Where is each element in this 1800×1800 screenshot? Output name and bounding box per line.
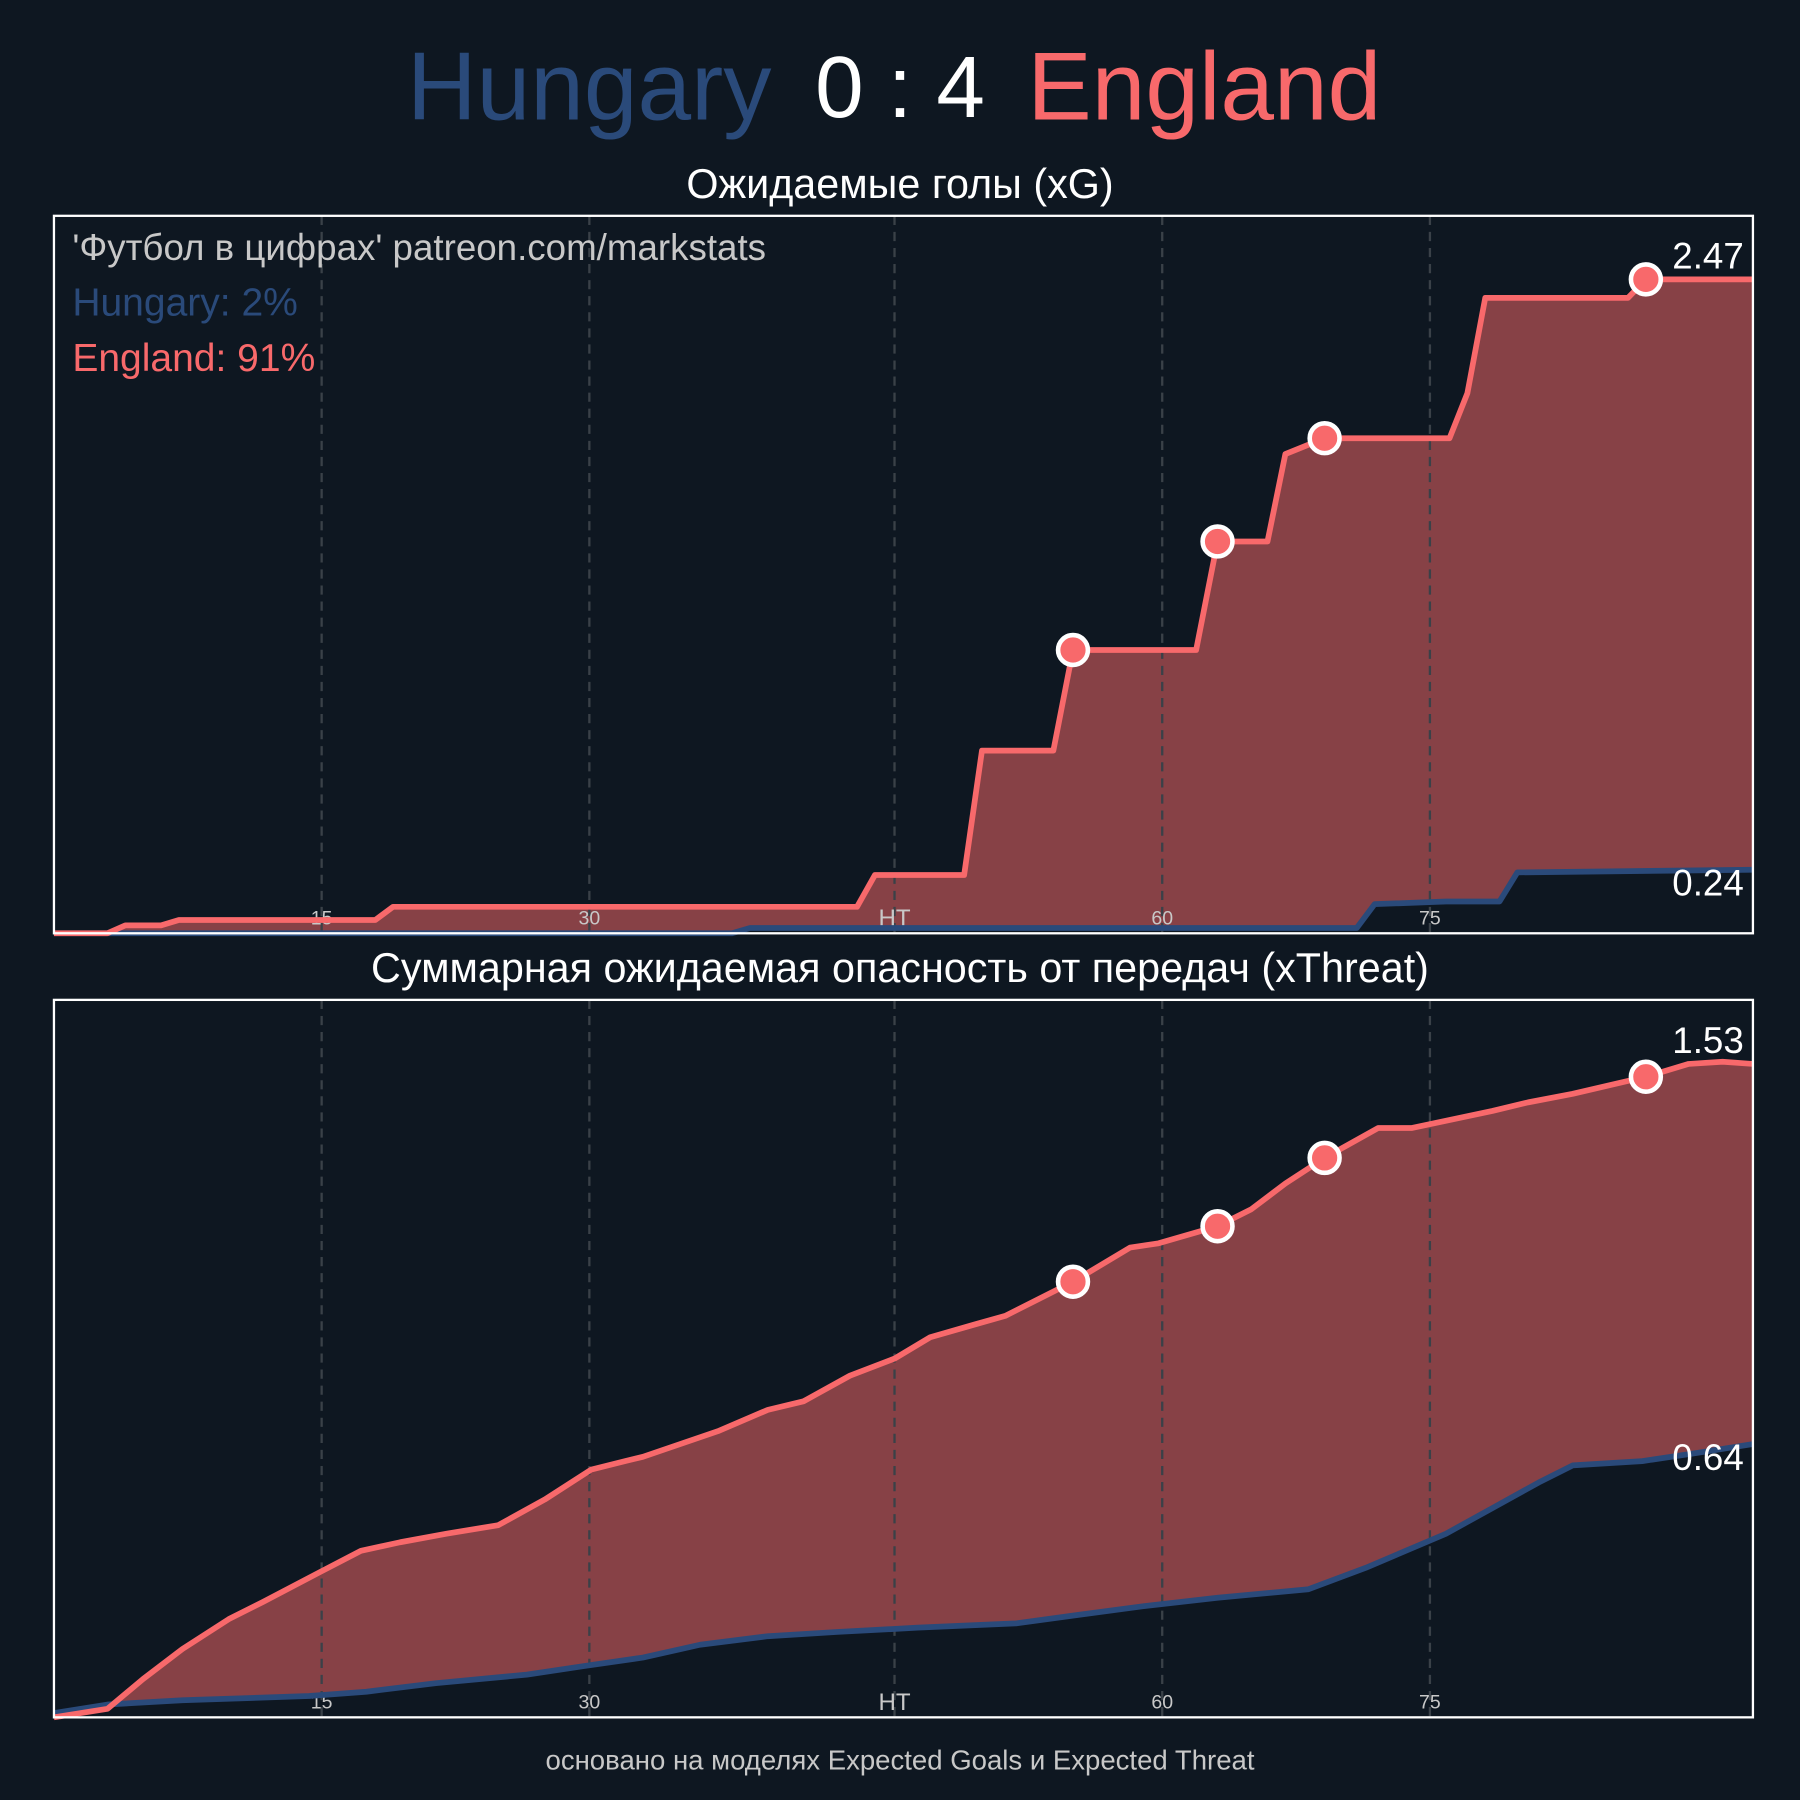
- x-tick-label: 75: [1419, 908, 1441, 930]
- line: [53, 1441, 1754, 1716]
- goal-marker: [1628, 262, 1664, 297]
- score: 0 : 4: [815, 39, 985, 136]
- end-value-label: 1.53: [1672, 1020, 1743, 1061]
- line: [53, 1058, 1754, 1721]
- end-value-label: 2.47: [1672, 235, 1743, 276]
- away-team: England: [1027, 34, 1381, 141]
- area: [53, 1444, 1753, 1718]
- home-team: Hungary: [407, 34, 772, 141]
- end-value-label: 0.24: [1672, 863, 1743, 904]
- plot-frame: [52, 998, 1755, 1719]
- line: [53, 276, 1753, 937]
- area: [53, 1061, 1753, 1718]
- x-tick-label: 75: [1419, 1692, 1441, 1714]
- x-tick-label: 60: [1151, 908, 1173, 930]
- plot-frame: [52, 214, 1755, 935]
- line: [53, 866, 1753, 937]
- source-annotation: 'Футбол в цифрах' patreon.com/markstats: [72, 227, 766, 268]
- goal-marker: [1200, 1208, 1235, 1244]
- goal-marker: [1307, 1140, 1342, 1176]
- area: [53, 869, 1753, 934]
- goal-marker: [1055, 1264, 1091, 1299]
- chart-title: Ожидаемые голы (xG): [686, 161, 1113, 207]
- goal-marker: [1200, 524, 1235, 559]
- goal-marker: [1055, 632, 1091, 668]
- x-tick-label: 30: [578, 908, 600, 930]
- x-tick-label: 60: [1151, 1692, 1173, 1714]
- footer: основано на моделях Expected Goals и Exp…: [546, 1744, 1255, 1775]
- win-probability: England: 91%: [72, 337, 315, 380]
- x-tick-label: HT: [878, 1689, 910, 1716]
- goal-marker: [1307, 420, 1342, 456]
- chart-title: Суммарная ожидаемая опасность от передач…: [371, 945, 1429, 991]
- x-tick-label: 30: [578, 1692, 600, 1714]
- goal-marker: [1628, 1059, 1664, 1094]
- win-probability: Hungary: 2%: [72, 282, 298, 325]
- end-value-label: 0.64: [1672, 1437, 1743, 1478]
